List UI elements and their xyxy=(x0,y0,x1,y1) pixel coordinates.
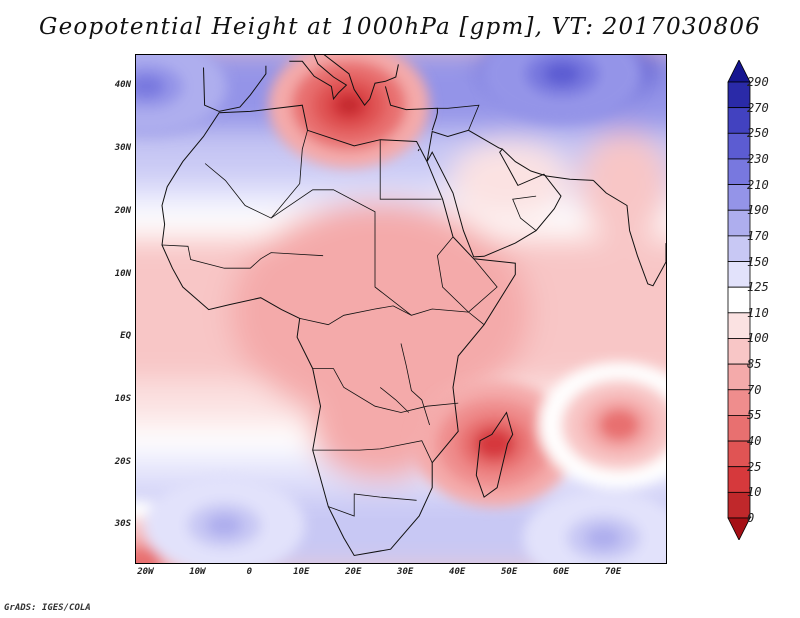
border-line xyxy=(379,387,410,413)
low-southwest-corner-ring xyxy=(136,554,152,563)
colorbar-level-label: 85 xyxy=(747,357,762,372)
high-south-atlantic-ring xyxy=(205,514,243,537)
colorbar-level-label: 25 xyxy=(747,459,762,474)
lat-tick-label: 40N xyxy=(114,80,131,91)
colorbar xyxy=(727,60,751,540)
border-line xyxy=(436,236,498,313)
lon-tick-label: 40E xyxy=(449,567,466,577)
lat-tick-label: EQ xyxy=(120,331,131,342)
coastline-sinai_red xyxy=(417,148,420,152)
colorbar-level-label: 270 xyxy=(747,100,769,115)
border-line xyxy=(312,440,433,463)
colorbar-level-label: 190 xyxy=(747,203,769,218)
border-line xyxy=(161,244,324,269)
lon-tick-label: 10E xyxy=(293,567,310,577)
lat-tick-label: 10S xyxy=(114,393,131,404)
colorbar-level-label: 0 xyxy=(747,511,755,525)
colorbar-bottom-triangle xyxy=(727,517,751,540)
border-line xyxy=(204,163,412,316)
field-blob-arabia xyxy=(450,140,571,221)
border-line xyxy=(379,139,442,200)
low-madagascar-ring xyxy=(484,435,505,452)
lat-tick-label: 20N xyxy=(114,205,131,216)
coastline-india xyxy=(592,180,666,287)
lat-tick-label: 20S xyxy=(114,456,131,467)
coastline-africa xyxy=(161,104,516,557)
lon-tick-label: 70E xyxy=(604,567,622,577)
coastlines xyxy=(161,55,666,557)
map-svg xyxy=(136,55,666,563)
lat-tick-label: 30S xyxy=(114,519,131,530)
map-panel xyxy=(135,54,667,564)
field-blob-india xyxy=(579,131,666,242)
coastline-balkans xyxy=(323,55,399,107)
border-line xyxy=(312,368,459,413)
lon-tick-label: 60E xyxy=(552,567,570,577)
coastline-madagascar xyxy=(475,411,514,498)
lon-tick-label: 20W xyxy=(137,567,154,577)
field-blob-land xyxy=(230,202,531,423)
coastline-iberia xyxy=(203,65,267,112)
border-line xyxy=(437,104,480,131)
colorbar-level-label: 110 xyxy=(747,305,769,320)
shaded-field xyxy=(136,55,666,563)
colorbar-level-label: 230 xyxy=(747,151,769,166)
border-line xyxy=(512,195,537,231)
lat-tick-label: 30N xyxy=(114,143,131,154)
high-north-atlantic-ring xyxy=(136,75,165,98)
colorbar-level-label: 150 xyxy=(747,254,769,269)
border-line xyxy=(328,493,417,517)
colorbar-level-label: 210 xyxy=(747,177,769,192)
chart-title: Geopotential Height at 1000hPa [gpm], VT… xyxy=(39,14,761,40)
colorbar-level-label: 55 xyxy=(747,408,762,423)
coastline-arabia xyxy=(426,129,562,258)
colorbar-level-label: 40 xyxy=(747,434,762,449)
lon-tick-label: 20E xyxy=(345,567,362,577)
colorbar-level-label: 170 xyxy=(747,228,769,243)
low-indian-ocean-ring xyxy=(608,416,630,434)
footer-credit: GrADS: IGES/COLA xyxy=(4,603,91,613)
low-mediterranean-ring xyxy=(338,97,360,114)
colorbar-level-label: 10 xyxy=(747,485,762,500)
coastline-italy xyxy=(289,55,348,101)
border-line xyxy=(400,343,430,426)
colorbar-level-label: 290 xyxy=(747,75,769,89)
lon-tick-label: 30E xyxy=(397,567,414,577)
colorbar-level-label: 70 xyxy=(747,382,762,397)
colorbar-level-label: 125 xyxy=(747,280,769,295)
high-central-asia-ring xyxy=(543,62,581,86)
lon-tick-label: 50E xyxy=(500,567,518,577)
lon-tick-label: 10W xyxy=(189,567,206,577)
high-south-indian-ring xyxy=(585,526,623,550)
lat-tick-label: 10N xyxy=(114,268,131,279)
lon-tick-label: 0 xyxy=(246,567,253,577)
colorbar-level-label: 100 xyxy=(747,331,769,346)
border-line xyxy=(270,130,308,219)
coastline-persian xyxy=(501,148,594,181)
border-line xyxy=(299,305,485,326)
field-extrema xyxy=(136,55,666,563)
colorbar-level-label: 250 xyxy=(747,126,769,141)
